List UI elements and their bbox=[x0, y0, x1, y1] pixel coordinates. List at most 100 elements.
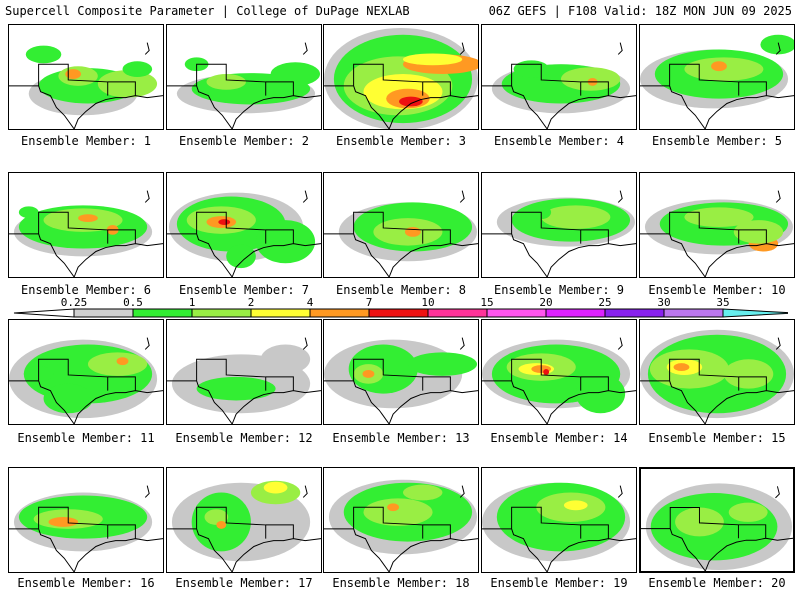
map-panel-member-8[interactable] bbox=[323, 172, 479, 278]
colorbar-segment bbox=[663, 308, 724, 318]
scp-contour bbox=[270, 62, 321, 86]
colorbar-tick-label: 7 bbox=[366, 296, 373, 309]
member-label: Ensemble Member: 9 bbox=[493, 283, 625, 297]
scp-contour bbox=[733, 220, 784, 244]
scp-contour bbox=[711, 61, 727, 72]
map-panel-member-19[interactable] bbox=[481, 467, 637, 573]
scp-field bbox=[640, 190, 794, 277]
member-label: Ensemble Member: 3 bbox=[335, 134, 467, 148]
member-label: Ensemble Member: 17 bbox=[175, 576, 313, 590]
scp-field bbox=[9, 485, 163, 572]
scp-contour bbox=[563, 500, 588, 511]
scp-contour bbox=[216, 520, 227, 529]
colorbar-tick-label: 20 bbox=[539, 296, 552, 309]
scp-contour bbox=[196, 376, 276, 401]
scp-contour bbox=[407, 352, 478, 376]
state-borders bbox=[9, 485, 163, 572]
map-panel-member-20[interactable] bbox=[639, 467, 795, 573]
map-panel-member-12[interactable] bbox=[166, 319, 322, 425]
colorbar-tick-label: 2 bbox=[248, 296, 255, 309]
map-panel-member-13[interactable] bbox=[323, 319, 479, 425]
scp-field bbox=[167, 42, 321, 129]
map-panel-member-10[interactable] bbox=[639, 172, 795, 278]
scp-contour bbox=[65, 69, 82, 79]
state-borders bbox=[167, 42, 321, 129]
state-borders bbox=[9, 337, 163, 424]
map-panel-member-17[interactable] bbox=[166, 467, 322, 573]
scp-contour bbox=[760, 34, 794, 55]
map-panel-member-16[interactable] bbox=[8, 467, 164, 573]
colorbar-tick-label: 4 bbox=[307, 296, 314, 309]
map-panel-member-11[interactable] bbox=[8, 319, 164, 425]
colorbar-segment bbox=[486, 308, 547, 318]
colorbar-segment bbox=[309, 308, 370, 318]
member-label: Ensemble Member: 10 bbox=[648, 283, 786, 297]
colorbar-segment bbox=[132, 308, 193, 318]
state-borders bbox=[324, 42, 478, 129]
scp-contour bbox=[575, 373, 626, 414]
map-panel-member-3[interactable] bbox=[323, 24, 479, 130]
scp-contour bbox=[543, 369, 550, 375]
state-borders bbox=[640, 190, 794, 277]
map-panel-member-4[interactable] bbox=[481, 24, 637, 130]
page-title: Supercell Composite Parameter | College … bbox=[5, 4, 410, 18]
map-panel-member-5[interactable] bbox=[639, 24, 795, 130]
scp-field bbox=[640, 34, 794, 129]
scp-contour bbox=[728, 502, 768, 522]
member-label: Ensemble Member: 6 bbox=[20, 283, 152, 297]
member-label: Ensemble Member: 5 bbox=[651, 134, 783, 148]
scp-field bbox=[482, 42, 636, 129]
scp-contour bbox=[122, 61, 153, 77]
colorbar-graphic: 0.25 0.5 1 2 4 7 10 15 20 25 30 35 bbox=[13, 296, 788, 318]
member-label: Ensemble Member: 4 bbox=[493, 134, 625, 148]
scp-contour bbox=[363, 498, 433, 526]
colorbar: 0.25 0.5 1 2 4 7 10 15 20 25 30 35 bbox=[12, 296, 788, 322]
scp-contour bbox=[206, 74, 246, 90]
scp-field bbox=[9, 42, 163, 129]
scp-contour bbox=[402, 484, 443, 501]
scp-contour bbox=[260, 344, 311, 374]
run-info: 06Z GEFS | F108 Valid: 18Z MON JUN 09 20… bbox=[488, 4, 792, 18]
state-borders bbox=[324, 485, 478, 572]
state-borders bbox=[324, 337, 478, 424]
scp-field bbox=[482, 482, 636, 572]
scp-contour bbox=[48, 517, 79, 527]
map-panel-member-14[interactable] bbox=[481, 319, 637, 425]
map-panel-member-15[interactable] bbox=[639, 319, 795, 425]
member-label: Ensemble Member: 16 bbox=[17, 576, 155, 590]
colorbar-segment bbox=[427, 308, 488, 318]
map-panel-member-6[interactable] bbox=[8, 172, 164, 278]
map-panel-member-2[interactable] bbox=[166, 24, 322, 130]
scp-contour bbox=[78, 214, 98, 223]
member-label: Ensemble Member: 7 bbox=[178, 283, 310, 297]
colorbar-segment bbox=[191, 308, 252, 318]
scp-contour bbox=[684, 207, 754, 227]
colorbar-segment bbox=[545, 308, 606, 318]
map-panel-member-18[interactable] bbox=[323, 467, 479, 573]
member-label: Ensemble Member: 1 bbox=[20, 134, 152, 148]
scp-contour bbox=[513, 60, 550, 78]
colorbar-tick-label: 35 bbox=[716, 296, 729, 309]
state-borders bbox=[482, 42, 636, 129]
state-borders bbox=[482, 485, 636, 572]
colorbar-tick-label: 0.25 bbox=[61, 296, 88, 309]
member-label: Ensemble Member: 13 bbox=[332, 431, 470, 445]
map-panel-member-9[interactable] bbox=[481, 172, 637, 278]
map-panel-member-7[interactable] bbox=[166, 172, 322, 278]
scp-field bbox=[9, 337, 163, 424]
scp-field bbox=[482, 337, 636, 424]
map-panel-member-1[interactable] bbox=[8, 24, 164, 130]
scp-field bbox=[167, 480, 321, 572]
state-borders bbox=[324, 190, 478, 277]
member-label: Ensemble Member: 11 bbox=[17, 431, 155, 445]
scp-field bbox=[9, 190, 163, 277]
scp-contour bbox=[226, 244, 256, 269]
colorbar-segment bbox=[368, 308, 429, 318]
colorbar-segment bbox=[722, 308, 788, 318]
member-label: Ensemble Member: 8 bbox=[335, 283, 467, 297]
scp-field bbox=[640, 329, 794, 424]
scp-contour bbox=[404, 226, 421, 237]
scp-contour bbox=[387, 503, 400, 512]
scp-contour bbox=[87, 352, 148, 376]
state-borders bbox=[640, 337, 794, 424]
